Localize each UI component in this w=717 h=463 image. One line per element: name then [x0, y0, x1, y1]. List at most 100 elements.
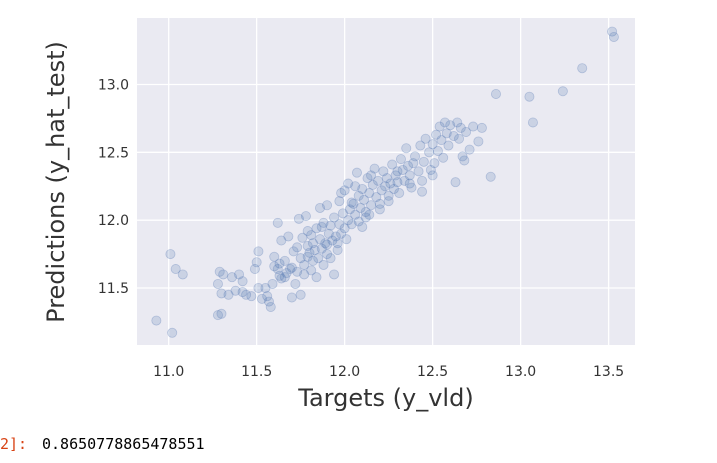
scatter-point — [387, 159, 398, 170]
scatter-point — [290, 278, 301, 289]
scatter-point — [381, 173, 392, 184]
scatter-point — [434, 121, 445, 132]
scatter-point — [339, 223, 350, 234]
scatter-point — [341, 234, 352, 245]
scatter-point — [260, 283, 271, 294]
scatter-point — [392, 177, 403, 188]
scatter-point — [383, 190, 394, 201]
scatter-point — [292, 242, 303, 253]
scatter-point — [253, 246, 264, 257]
scatter-point — [315, 202, 326, 213]
scatter-point — [311, 272, 322, 283]
scatter-point — [357, 183, 368, 194]
scatter-point — [307, 255, 318, 266]
scatter-point — [355, 202, 366, 213]
scatter-point — [322, 239, 333, 250]
scatter-point — [295, 253, 306, 264]
scatter-point — [350, 181, 361, 192]
scatter-point — [577, 63, 588, 74]
scatter-point — [490, 88, 501, 99]
y-tick-label: 13.0 — [98, 77, 129, 93]
scatter-point — [330, 231, 341, 242]
scatter-point — [251, 257, 262, 268]
output-prompt: 2]: — [0, 435, 28, 453]
scatter-point — [427, 139, 438, 150]
grid-lines — [137, 18, 635, 345]
scatter-point — [237, 287, 248, 298]
scatter-plot: 11.0 11.5 12.0 12.5 13.0 13.5 11.5 12.0 12.5 13.… — [42, 18, 635, 412]
scatter-point — [279, 272, 290, 283]
scatter-point — [420, 133, 431, 144]
scatter-point — [395, 154, 406, 165]
scatter-point — [313, 253, 324, 264]
scatter-point — [394, 188, 405, 199]
scatter-point — [288, 246, 299, 257]
scatter-point — [378, 166, 389, 177]
scatter-point — [476, 122, 487, 133]
scatter-point — [309, 245, 320, 256]
scatter-point — [454, 133, 465, 144]
scatter-point — [336, 228, 347, 239]
scatter-point — [346, 197, 357, 208]
scatter-point — [334, 196, 345, 207]
scatter-point — [299, 259, 310, 270]
scatter-point — [343, 178, 354, 189]
scatter-point — [295, 289, 306, 300]
scatter-point — [265, 302, 276, 313]
scatter-point — [285, 264, 296, 275]
scatter-point — [348, 198, 359, 209]
scatter-point — [325, 220, 336, 231]
scatter-point — [344, 204, 355, 215]
scatter-point — [436, 135, 447, 146]
scatter-point — [276, 273, 287, 284]
scatter-point — [269, 261, 280, 272]
scatter-point — [307, 238, 318, 249]
scatter-point — [357, 221, 368, 232]
scatter-point — [339, 185, 350, 196]
scatter-point — [385, 178, 396, 189]
scatter-point — [410, 151, 421, 162]
scatter-point — [177, 269, 188, 280]
scatter-point — [353, 190, 364, 201]
scatter-point — [286, 292, 297, 303]
scatter-point — [293, 213, 304, 224]
scatter-point — [417, 175, 428, 186]
y-tick-label: 12.0 — [98, 213, 129, 229]
scatter-point — [432, 145, 443, 156]
x-tick-label: 12.0 — [329, 364, 360, 380]
scatter-point — [452, 117, 463, 128]
scatter-point — [468, 121, 479, 132]
scatter-point — [406, 182, 417, 193]
scatter-point — [438, 152, 449, 163]
scatter-point — [241, 289, 252, 300]
scatter-point — [329, 212, 340, 223]
x-tick-label: 13.5 — [593, 364, 624, 380]
scatter-point — [524, 91, 535, 102]
scatter-point — [249, 264, 260, 275]
scatter-point — [334, 219, 345, 230]
scatter-point — [297, 232, 308, 243]
scatter-point — [323, 228, 334, 239]
scatter-point — [246, 291, 257, 302]
scatter-point — [373, 175, 384, 186]
scatter-point — [397, 164, 408, 175]
scatter-point — [367, 179, 378, 190]
scatter-point — [557, 86, 568, 97]
scatter-point — [353, 216, 364, 227]
x-tick-label: 11.5 — [241, 364, 272, 380]
scatter-point — [281, 268, 292, 279]
scatter-point — [362, 173, 373, 184]
scatter-point — [306, 265, 317, 276]
scatter-point — [401, 143, 412, 154]
y-tick-label: 11.5 — [98, 281, 129, 297]
scatter-point — [527, 117, 538, 128]
scatter-point — [286, 262, 297, 273]
scatter-point — [212, 278, 223, 289]
notebook-output-row: 2]: 0.8650778865478551 — [0, 432, 717, 458]
scatter-point — [212, 310, 223, 321]
scatter-point — [299, 269, 310, 280]
scatter-point — [607, 26, 618, 37]
y-tick-label: 12.5 — [98, 145, 129, 161]
scatter-point — [388, 183, 399, 194]
scatter-point — [269, 251, 280, 262]
